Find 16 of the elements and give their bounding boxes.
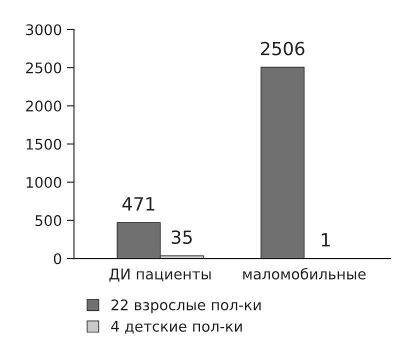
legend-label: 22 взрослые пол-ки — [112, 299, 261, 314]
data-label: 2506 — [260, 42, 304, 56]
data-label: 471 — [122, 197, 154, 210]
y-tick-label: 1000 — [26, 176, 62, 188]
data-label: 35 — [172, 230, 192, 244]
x-tick-label: маломобильные — [243, 268, 366, 280]
y-tick-label: 2500 — [26, 62, 62, 74]
y-tick-label: 0 — [54, 253, 62, 264]
data-label: 1 — [322, 233, 330, 246]
y-tick-label: 1500 — [26, 138, 62, 150]
legend-label: 4 детские пол-ки — [111, 320, 242, 334]
y-tick-label: 500 — [35, 215, 62, 226]
y-tick-label: 2000 — [26, 100, 62, 112]
x-tick-label: ДИ пациенты — [109, 268, 211, 282]
bar — [260, 66, 305, 259]
y-tick-label: 3000 — [26, 24, 62, 36]
